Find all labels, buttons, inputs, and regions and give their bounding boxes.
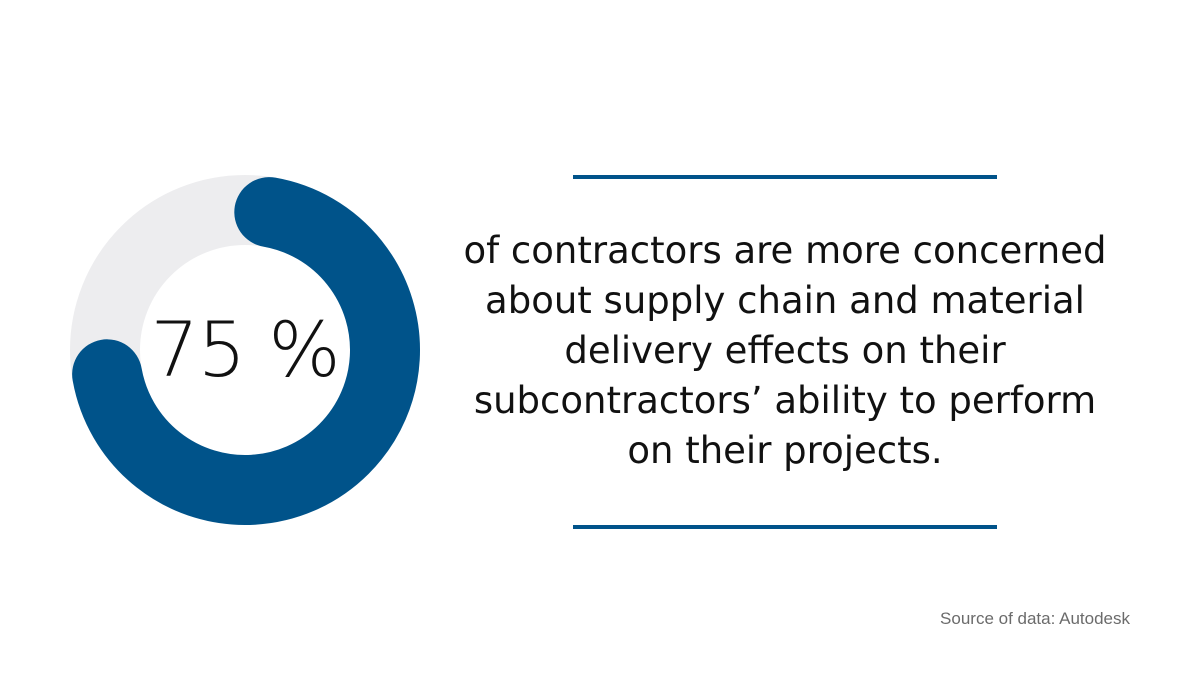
statement-line: subcontractors’ ability to perform — [473, 379, 1097, 422]
statement-line: delivery effects on their — [564, 329, 1006, 372]
donut-value-arc — [72, 177, 420, 525]
top-divider — [573, 175, 997, 179]
source-note: Source of data: Autodesk — [940, 609, 1130, 628]
percentage-value: 75 % — [150, 305, 340, 394]
statement-line: on their projects. — [627, 429, 943, 472]
statement-text: of contractors are more concerned about … — [425, 226, 1145, 476]
statement-line: of contractors are more concerned — [463, 229, 1107, 272]
statement-line: about supply chain and material — [485, 279, 1085, 322]
bottom-divider — [573, 525, 997, 529]
